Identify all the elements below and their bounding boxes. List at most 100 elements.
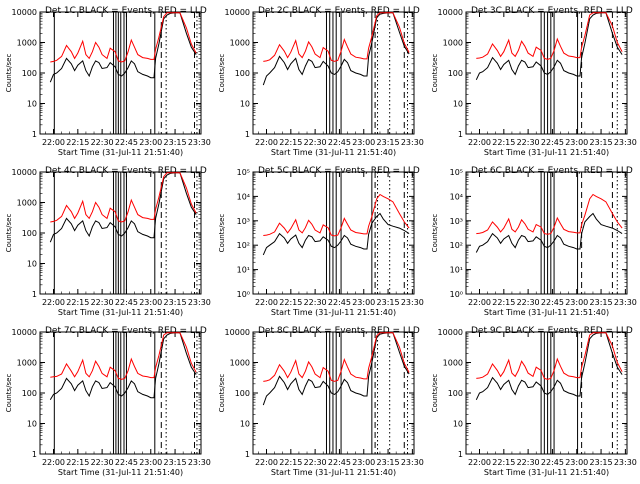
xtick-label: 22:15 xyxy=(279,298,302,307)
y-axis-label: Counts/sec xyxy=(431,214,439,253)
ytick-label: 100 xyxy=(22,389,37,398)
ytick-label: 1 xyxy=(32,450,37,459)
series-events-line xyxy=(475,212,623,253)
xtick-label: 22:15 xyxy=(279,458,302,467)
series-events-line xyxy=(262,212,410,256)
xtick-label: 22:00 xyxy=(255,138,278,147)
xtick-label: 22:30 xyxy=(91,138,114,147)
plot-title: Det 8C BLACK = Events, RED = LLD xyxy=(258,326,420,336)
vertical-markers xyxy=(53,332,198,454)
xtick-label: 23:30 xyxy=(401,138,424,147)
plot-frame xyxy=(465,331,628,455)
plot-title: Det 1C BLACK = Events, RED = LLD xyxy=(45,6,207,16)
xtick-label: 22:30 xyxy=(517,138,540,147)
xtick-label: 23:30 xyxy=(188,458,211,467)
ytick-label: 1000 xyxy=(17,359,37,368)
ytick-label: 10000 xyxy=(225,328,250,337)
ytick-label: 10⁵ xyxy=(237,168,250,177)
ytick-label: 1 xyxy=(245,450,250,459)
series-events-line xyxy=(49,332,197,401)
ytick-label: 100 xyxy=(235,389,250,398)
xtick-label: 22:00 xyxy=(255,458,278,467)
panel-det-2: Det 2C BLACK = Events, RED = LLD 1 10 100 10… xyxy=(218,6,424,157)
xtick-label: 22:30 xyxy=(91,298,114,307)
y-axis-label: Counts/sec xyxy=(218,54,226,93)
x-axis-label: Start Time (31-Jul-11 21:51:40) xyxy=(484,148,609,157)
plot-frame xyxy=(252,171,415,295)
xtick-label: 22:15 xyxy=(492,458,515,467)
series-lld-line xyxy=(50,172,197,223)
ytick-label: 10000 xyxy=(438,8,463,17)
xtick-label: 22:00 xyxy=(255,298,278,307)
ytick-label: 10000 xyxy=(438,328,463,337)
series-events-line xyxy=(262,332,410,406)
ytick-label: 1000 xyxy=(230,359,250,368)
x-axis-label: Start Time (31-Jul-11 21:51:40) xyxy=(58,308,183,317)
ytick-label: 100 xyxy=(448,69,463,78)
x-axis-label: Start Time (31-Jul-11 21:51:40) xyxy=(58,148,183,157)
ytick-label: 1000 xyxy=(230,39,250,48)
panel-det-6: Det 6C BLACK = Events, RED = LLD 10⁰ 10¹ 10… xyxy=(431,166,637,317)
series-lld-line xyxy=(263,332,410,382)
plot-title: Det 3C BLACK = Events, RED = LLD xyxy=(471,6,633,16)
ytick-label: 10 xyxy=(453,100,463,109)
xtick-label: 22:00 xyxy=(468,298,491,307)
plot-frame xyxy=(465,11,628,135)
y-axis-label: Counts/sec xyxy=(5,54,13,93)
vertical-markers xyxy=(540,332,618,454)
xtick-label: 22:15 xyxy=(492,298,515,307)
panel-det-5: Det 5C BLACK = Events, RED = LLD 10⁰ 10¹ 10… xyxy=(218,166,424,317)
xtick-label: 22:45 xyxy=(541,138,564,147)
xtick-label: 23:15 xyxy=(377,458,400,467)
ytick-label: 10² xyxy=(450,241,463,250)
xtick-label: 23:00 xyxy=(565,138,588,147)
y-axis-label: Counts/sec xyxy=(431,54,439,93)
ytick-label: 100 xyxy=(448,389,463,398)
panel-det-8: Det 8C BLACK = Events, RED = LLD 1 10 100 10… xyxy=(218,326,424,477)
xtick-label: 23:00 xyxy=(565,298,588,307)
plot-title: Det 4C BLACK = Events, RED = LLD xyxy=(45,166,207,176)
ytick-label: 10000 xyxy=(12,8,37,17)
series-lld-line xyxy=(50,12,197,63)
ytick-label: 10⁰ xyxy=(450,290,463,299)
series-lld-line xyxy=(476,193,623,235)
xtick-label: 22:45 xyxy=(328,138,351,147)
xtick-label: 23:00 xyxy=(139,138,162,147)
series-lld-line xyxy=(476,332,623,380)
ytick-label: 1000 xyxy=(17,39,37,48)
x-axis-label: Start Time (31-Jul-11 21:51:40) xyxy=(271,468,396,477)
panel-det-4: Det 4C BLACK = Events, RED = LLD 1 10 100 10… xyxy=(5,166,211,317)
plot-title: Det 9C BLACK = Events, RED = LLD xyxy=(471,326,633,336)
xtick-label: 22:00 xyxy=(42,138,65,147)
plot-title: Det 7C BLACK = Events, RED = LLD xyxy=(45,326,207,336)
xtick-label: 23:15 xyxy=(164,458,187,467)
ytick-label: 10⁵ xyxy=(450,168,463,177)
ytick-label: 10000 xyxy=(225,8,250,17)
series-events-line xyxy=(475,12,623,81)
x-axis-label: Start Time (31-Jul-11 21:51:40) xyxy=(484,308,609,317)
vertical-markers xyxy=(53,12,198,134)
xtick-label: 23:15 xyxy=(377,298,400,307)
ytick-label: 1 xyxy=(245,130,250,139)
panel-det-7: Det 7C BLACK = Events, RED = LLD 1 10 100 10… xyxy=(5,326,211,477)
xtick-label: 23:30 xyxy=(614,298,637,307)
series-events-line xyxy=(49,12,197,83)
plot-title: Det 2C BLACK = Events, RED = LLD xyxy=(258,6,420,16)
x-axis-label: Start Time (31-Jul-11 21:51:40) xyxy=(271,308,396,317)
ytick-label: 1 xyxy=(458,130,463,139)
panel-det-3: Det 3C BLACK = Events, RED = LLD 1 10 100 10… xyxy=(431,6,637,157)
xtick-label: 22:15 xyxy=(279,138,302,147)
ytick-label: 10⁴ xyxy=(450,192,463,201)
xtick-label: 23:15 xyxy=(590,458,613,467)
y-axis-label: Counts/sec xyxy=(5,374,13,413)
ytick-label: 10 xyxy=(453,420,463,429)
panel-det-9: Det 9C BLACK = Events, RED = LLD 1 10 100 10… xyxy=(431,326,637,477)
xtick-label: 22:45 xyxy=(115,298,138,307)
xtick-label: 22:30 xyxy=(517,458,540,467)
plot-frame xyxy=(465,171,628,295)
xtick-label: 22:15 xyxy=(66,138,89,147)
ytick-label: 10³ xyxy=(450,217,463,226)
xtick-label: 22:00 xyxy=(42,298,65,307)
